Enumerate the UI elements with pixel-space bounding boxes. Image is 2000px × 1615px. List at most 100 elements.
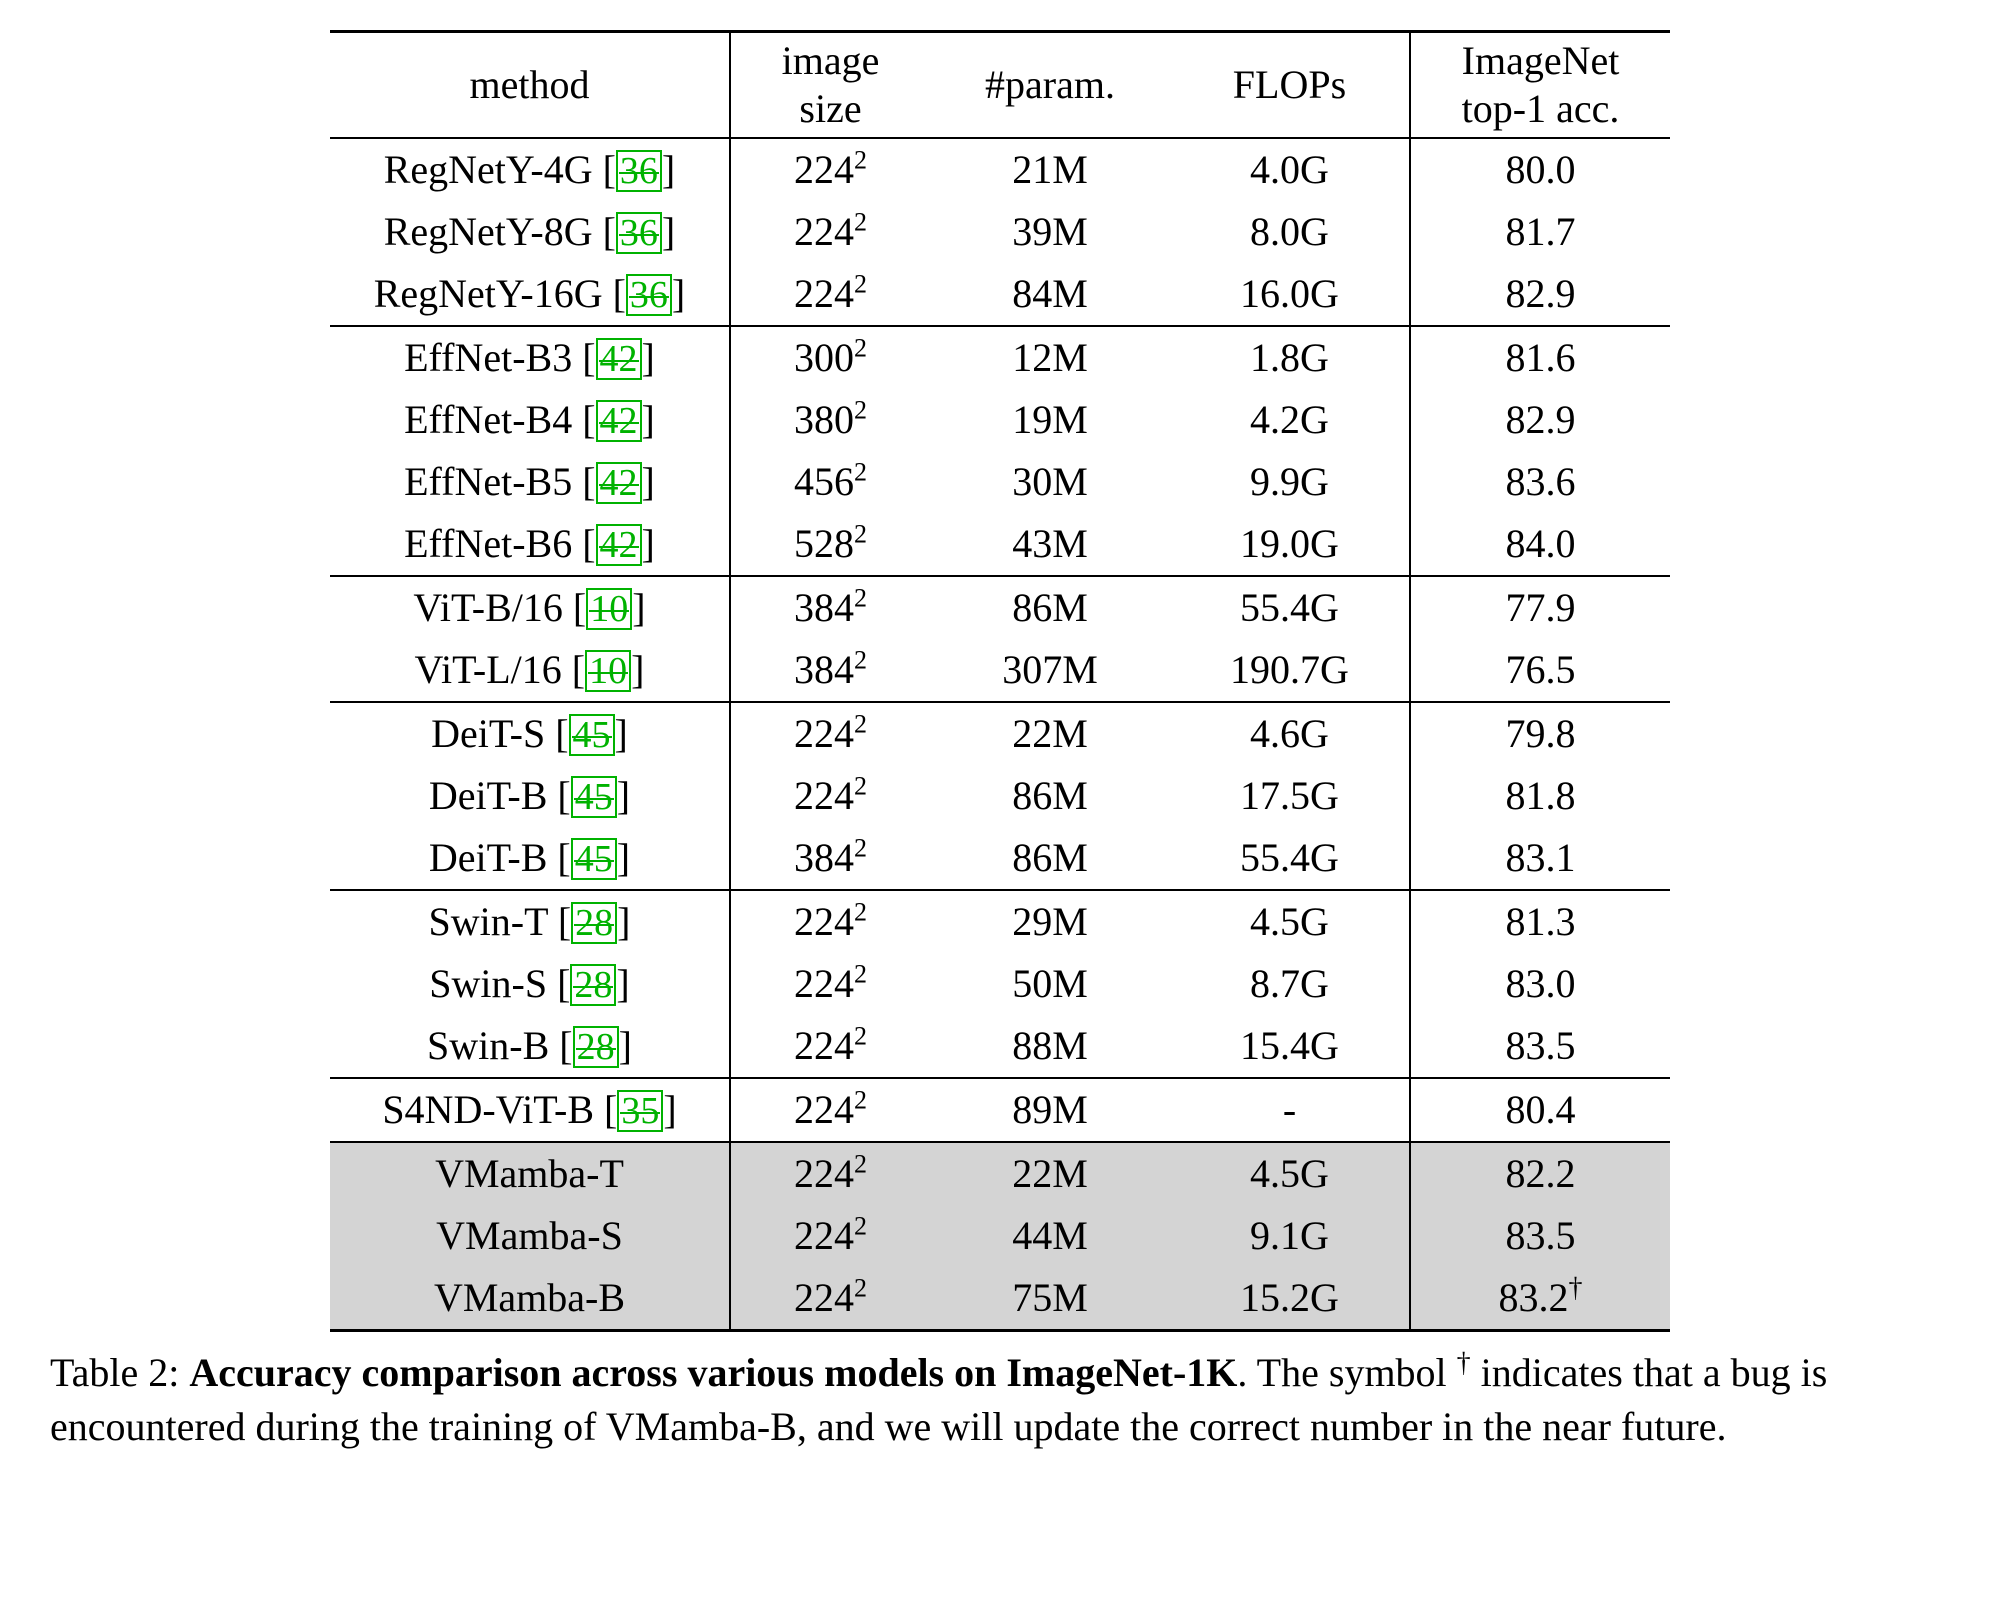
method-name: Swin-S [429,961,547,1006]
citation[interactable]: [42] [572,521,655,566]
caption-prefix: Table 2: [50,1350,189,1395]
method-name: EffNet-B3 [404,335,572,380]
cell-image-size: 3842 [730,576,930,639]
cell-acc: 83.2† [1410,1267,1670,1331]
cell-param: 12M [930,326,1170,389]
cell-param: 43M [930,513,1170,576]
cell-image-size: 2242 [730,702,930,765]
cell-image-size: 3802 [730,389,930,451]
cell-flops: 16.0G [1170,263,1410,326]
cell-method: ViT-L/16 [10] [330,639,730,702]
cell-acc: 77.9 [1410,576,1670,639]
col-header-acc: ImageNet top-1 acc. [1410,32,1670,139]
table-row: VMamba-S224244M9.1G83.5 [330,1205,1670,1267]
cell-flops: 9.9G [1170,451,1410,513]
results-table: method image size #param. FLOPs ImageNet… [330,30,1670,1332]
image-size-value: 2242 [794,961,867,1006]
citation[interactable]: [45] [545,711,628,756]
cell-param: 84M [930,263,1170,326]
citation[interactable]: [35] [594,1087,677,1132]
method-name: DeiT-B [429,835,548,880]
col-header-image-size-l2: size [799,86,861,131]
citation[interactable]: [28] [547,961,630,1006]
cell-method: EffNet-B3 [42] [330,326,730,389]
cell-flops: 4.5G [1170,1142,1410,1205]
citation-number: 35 [621,1090,659,1132]
citation[interactable]: [45] [547,835,630,880]
caption-dagger: † [1457,1348,1471,1379]
method-name: EffNet-B6 [404,521,572,566]
citation[interactable]: [42] [572,397,655,442]
cell-image-size: 2242 [730,138,930,201]
cell-param: 44M [930,1205,1170,1267]
cell-flops: 9.1G [1170,1205,1410,1267]
method-name: S4ND-ViT-B [382,1087,594,1132]
citation[interactable]: [36] [593,147,676,192]
acc-value: 84.0 [1506,521,1576,566]
acc-value: 80.0 [1506,147,1576,192]
image-size-value: 3842 [794,585,867,630]
cell-acc: 83.1 [1410,827,1670,890]
citation[interactable]: [42] [572,335,655,380]
image-size-value: 3002 [794,335,867,380]
col-header-acc-l2: top-1 acc. [1462,86,1620,131]
cell-acc: 82.2 [1410,1142,1670,1205]
cell-acc: 83.5 [1410,1015,1670,1078]
table-row: Swin-S [28]224250M8.7G83.0 [330,953,1670,1015]
cell-flops: 15.2G [1170,1267,1410,1331]
acc-value: 81.3 [1506,899,1576,944]
table-row: RegNetY-4G [36]224221M4.0G80.0 [330,138,1670,201]
table-caption: Table 2: Accuracy comparison across vari… [50,1346,1950,1454]
cell-method: Swin-T [28] [330,890,730,953]
cell-param: 22M [930,1142,1170,1205]
citation-number: 45 [575,776,613,818]
cell-flops: 17.5G [1170,765,1410,827]
acc-value: 81.8 [1506,773,1576,818]
cell-method: EffNet-B5 [42] [330,451,730,513]
citation[interactable]: [28] [549,1023,632,1068]
cell-image-size: 3002 [730,326,930,389]
cell-method: DeiT-B [45] [330,765,730,827]
cell-flops: 19.0G [1170,513,1410,576]
image-size-value: 2242 [794,271,867,316]
cell-acc: 83.5 [1410,1205,1670,1267]
citation[interactable]: [45] [547,773,630,818]
cell-image-size: 2242 [730,1267,930,1331]
cell-method: RegNetY-8G [36] [330,201,730,263]
citation[interactable]: [10] [562,647,645,692]
cell-param: 29M [930,890,1170,953]
cell-param: 22M [930,702,1170,765]
cell-flops: 1.8G [1170,326,1410,389]
table-row: VMamba-T224222M4.5G82.2 [330,1142,1670,1205]
cell-param: 86M [930,765,1170,827]
citation-number: 45 [575,838,613,880]
cell-acc: 81.8 [1410,765,1670,827]
col-header-acc-l1: ImageNet [1462,38,1620,83]
method-name: EffNet-B5 [404,459,572,504]
table-row: EffNet-B4 [42]380219M4.2G82.9 [330,389,1670,451]
method-name: VMamba-S [436,1213,623,1258]
method-name: RegNetY-16G [374,271,603,316]
image-size-value: 2242 [794,1275,867,1320]
table-row: VMamba-B224275M15.2G83.2† [330,1267,1670,1331]
citation[interactable]: [10] [563,585,646,630]
citation[interactable]: [36] [603,271,686,316]
method-name: VMamba-T [435,1151,624,1196]
cell-flops: 8.7G [1170,953,1410,1015]
cell-method: Swin-S [28] [330,953,730,1015]
cell-flops: 4.5G [1170,890,1410,953]
cell-param: 39M [930,201,1170,263]
cell-flops: 4.2G [1170,389,1410,451]
acc-value: 83.6 [1506,459,1576,504]
citation[interactable]: [28] [548,899,631,944]
acc-value: 80.4 [1506,1087,1576,1132]
method-name: ViT-B/16 [413,585,562,630]
cell-param: 88M [930,1015,1170,1078]
citation[interactable]: [36] [593,209,676,254]
cell-param: 86M [930,827,1170,890]
citation[interactable]: [42] [572,459,655,504]
cell-flops: 4.0G [1170,138,1410,201]
table-row: RegNetY-8G [36]224239M8.0G81.7 [330,201,1670,263]
table-row: DeiT-S [45]224222M4.6G79.8 [330,702,1670,765]
dagger-icon: † [1569,1273,1583,1304]
